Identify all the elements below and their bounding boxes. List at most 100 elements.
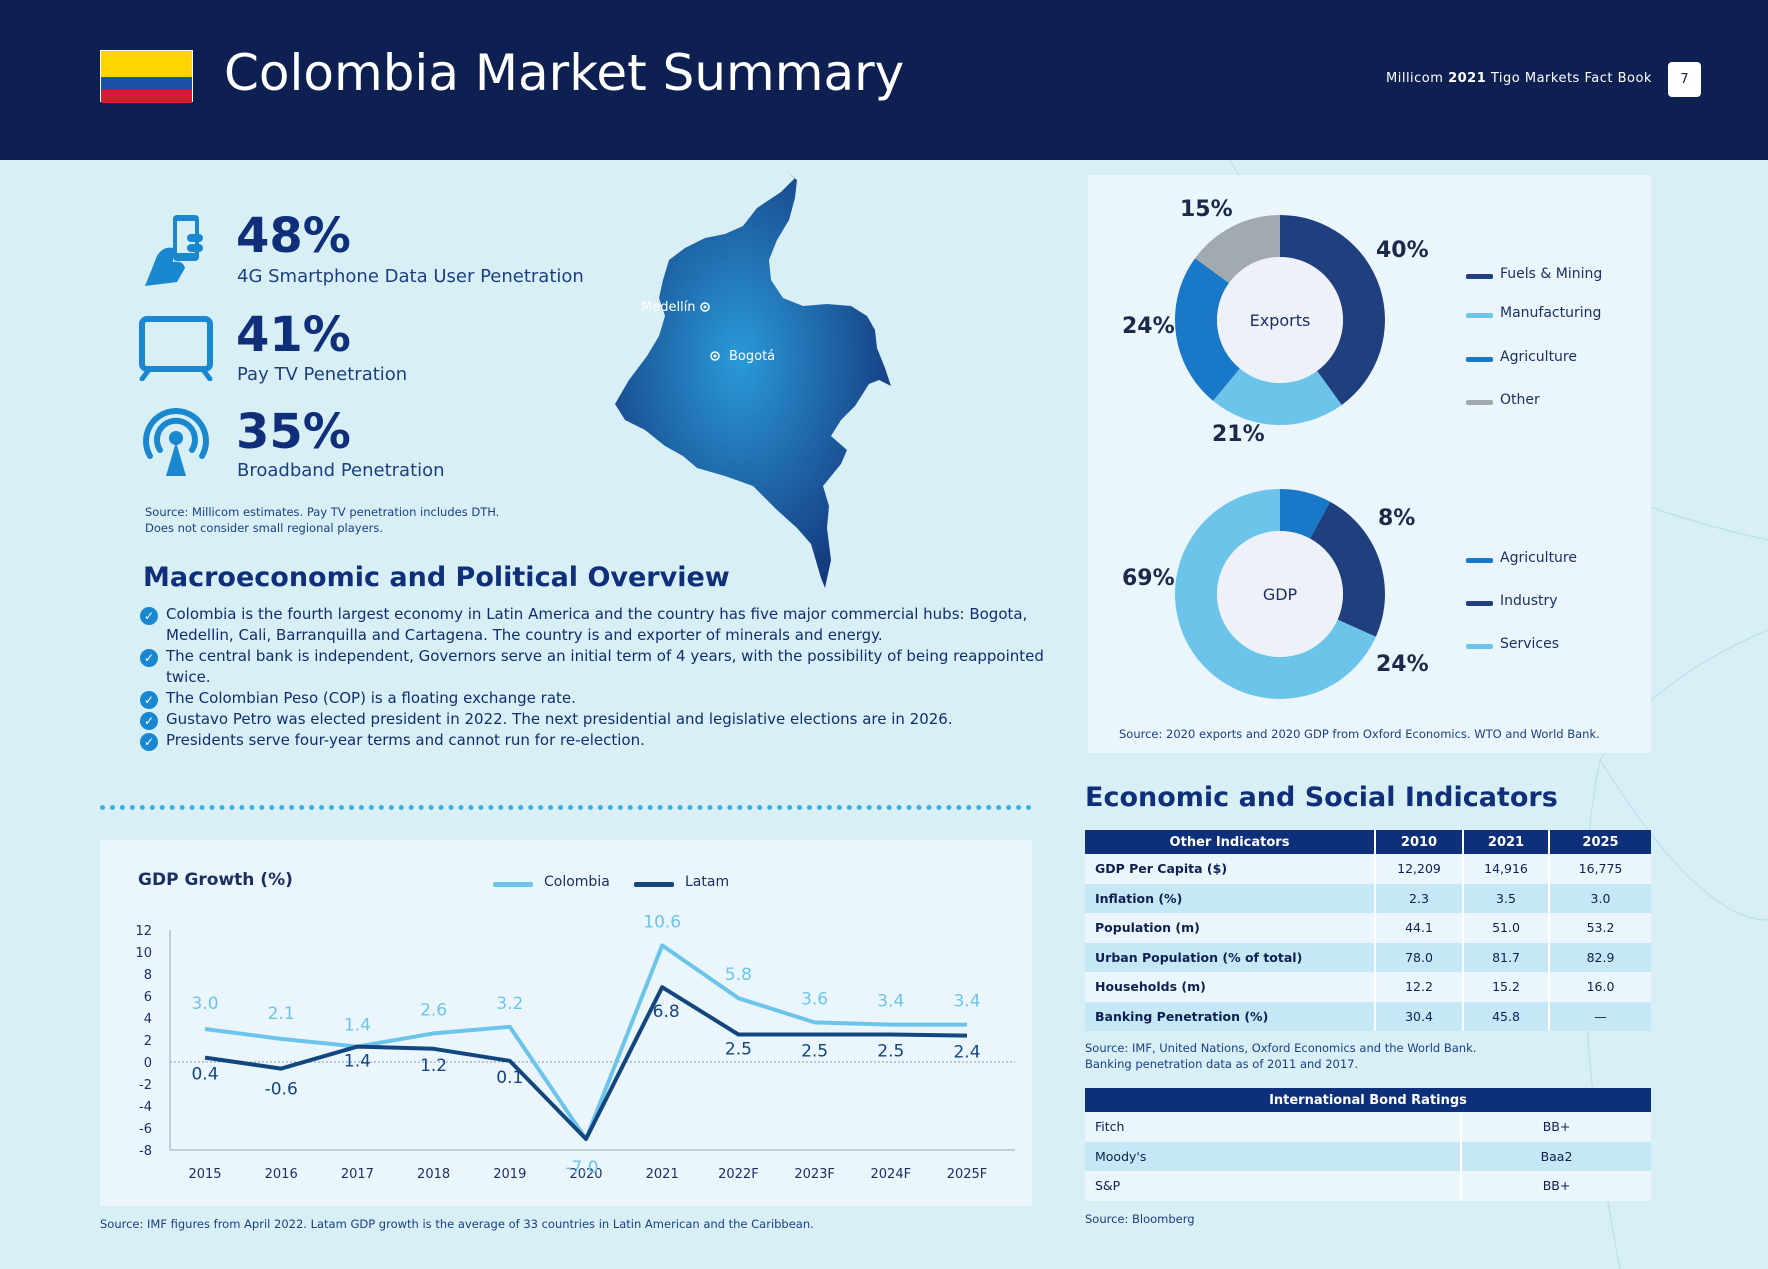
data-label-latam: 2.4 (953, 1043, 980, 1063)
exports-donut-center-label: Exports (1250, 311, 1311, 330)
table-row: S&P BB+ (1085, 1171, 1651, 1201)
exports-label-manufacturing: 21% (1212, 422, 1265, 447)
legend-swatch-manufacturing (1466, 313, 1493, 318)
indicators-title: Economic and Social Indicators (1085, 782, 1558, 813)
table-header-row: Other Indicators 2010 2021 2025 (1085, 830, 1651, 854)
list-item: ✓ Colombia is the fourth largest economy … (140, 604, 1060, 646)
donut-slice-services (1175, 489, 1376, 699)
y-tick-label: -6 (139, 1122, 152, 1137)
gdp-label-agriculture: 8% (1378, 506, 1416, 531)
dotted-divider (100, 805, 1032, 810)
kpi-value-paytv: 41% (236, 307, 351, 363)
data-label-latam: 2.5 (725, 1040, 752, 1060)
header-bar: Colombia Market Summary Millicom 2021 Ti… (0, 0, 1768, 160)
legend-swatch-colombia (493, 882, 533, 887)
macro-title: Macroeconomic and Political Overview (143, 562, 730, 593)
x-tick-label: 2018 (417, 1167, 450, 1182)
donut-hole (1217, 531, 1343, 657)
data-label-latam: 2.5 (801, 1042, 828, 1062)
exports-label-agriculture: 24% (1122, 314, 1175, 339)
gdp-label-services: 69% (1122, 566, 1175, 591)
x-tick-label: 2020 (569, 1167, 602, 1182)
table-row: GDP Per Capita ($) 12,209 14,916 16,775 (1085, 854, 1651, 884)
x-tick-label: 2023F (794, 1167, 835, 1182)
x-tick-label: 2021 (646, 1167, 679, 1182)
data-label-colombia: 3.4 (953, 992, 980, 1012)
data-label-latam: 0.1 (496, 1068, 523, 1088)
checkmark-icon: ✓ (140, 649, 158, 667)
bonds-source: Source: Bloomberg (1085, 1212, 1195, 1226)
data-label-colombia: 3.6 (801, 989, 828, 1009)
y-tick-label: 8 (144, 968, 152, 983)
checkmark-icon: ✓ (140, 712, 158, 730)
kpi-label-paytv: Pay TV Penetration (237, 364, 408, 385)
column-header: International Bond Ratings (1085, 1088, 1651, 1112)
legend-swatch-latam (634, 882, 674, 887)
checkmark-icon: ✓ (140, 607, 158, 625)
legend-label-latam: Latam (685, 874, 730, 890)
legend-swatch-agriculture-gdp (1466, 558, 1493, 563)
legend-label-colombia: Colombia (544, 874, 610, 890)
column-header: 2010 (1375, 830, 1464, 854)
table-row: Moody's Baa2 (1085, 1141, 1651, 1171)
data-label-colombia: 10.6 (643, 912, 681, 932)
x-tick-label: 2025F (947, 1167, 988, 1182)
kpi-source: Source: Millicom estimates. Pay TV penet… (145, 505, 500, 535)
series-line-latam (204, 985, 968, 1141)
table-row: Households (m) 12.2 15.2 16.0 (1085, 972, 1651, 1002)
data-label-colombia: 3.2 (496, 994, 523, 1014)
gdp-growth-title: GDP Growth (%) (138, 870, 293, 890)
legend-label-manufacturing: Manufacturing (1500, 305, 1602, 321)
table-row: Urban Population (% of total) 78.0 81.7 82.… (1085, 942, 1651, 972)
donut-slice-other (1195, 215, 1280, 283)
list-item: ✓ Presidents serve four-year terms and ca… (140, 730, 1060, 751)
y-tick-label: 0 (144, 1056, 152, 1071)
data-label-latam: 0.4 (191, 1065, 218, 1085)
city-label-medellin: Medellín (641, 300, 696, 315)
column-header: Other Indicators (1085, 830, 1376, 854)
checkmark-icon: ✓ (140, 691, 158, 709)
table-row: Inflation (%) 2.3 3.5 3.0 (1085, 883, 1651, 913)
legend-swatch-industry (1466, 601, 1493, 606)
x-tick-label: 2016 (265, 1167, 298, 1182)
donut-slice-fuels-mining (1280, 215, 1385, 405)
legend-label-fuels: Fuels & Mining (1500, 266, 1603, 282)
exports-label-fuels: 40% (1376, 238, 1429, 263)
y-tick-label: 2 (144, 1034, 152, 1049)
donut-slice-agriculture (1175, 258, 1240, 401)
table-row: Banking Penetration (%) 30.4 45.8— (1085, 1001, 1651, 1031)
data-label-latam: 1.2 (420, 1056, 447, 1076)
x-tick-label: 2022F (718, 1167, 759, 1182)
data-label-latam: -0.6 (265, 1080, 298, 1100)
y-tick-label: -8 (139, 1144, 152, 1159)
book-title: Millicom 2021 Tigo Markets Fact Book (1386, 71, 1652, 86)
city-label-bogota: Bogotá (729, 349, 775, 364)
donut-slice-agriculture (1280, 489, 1331, 539)
legend-label-other: Other (1500, 392, 1540, 408)
legend-label-services: Services (1500, 636, 1560, 652)
list-item: ✓ The central bank is independent, Govern… (140, 646, 1060, 688)
list-item: ✓ The Colombian Peso (COP) is a floating … (140, 688, 1060, 709)
gdp-label-industry: 24% (1376, 652, 1429, 677)
donut-hole (1217, 257, 1343, 383)
legend-swatch-other (1466, 400, 1493, 405)
legend-label-industry: Industry (1500, 593, 1558, 609)
list-item: ✓ Gustavo Petro was elected president in … (140, 709, 1060, 730)
legend-swatch-services (1466, 644, 1493, 649)
exports-label-other: 15% (1180, 197, 1233, 222)
legend-label-agriculture-exports: Agriculture (1500, 349, 1577, 365)
table-row: Population (m) 44.1 51.0 53.2 (1085, 913, 1651, 943)
data-label-colombia: 5.8 (725, 965, 752, 985)
x-tick-label: 2019 (493, 1167, 526, 1182)
donut-slice-manufacturing (1213, 368, 1342, 425)
data-label-colombia: 3.0 (191, 994, 218, 1014)
x-tick-label: 2015 (188, 1167, 221, 1182)
indicators-source: Source: IMF, United Nations, Oxford Econ… (1085, 1041, 1477, 1071)
data-label-latam: 6.8 (653, 1002, 680, 1022)
data-label-colombia: 2.1 (268, 1004, 295, 1024)
indicators-table: Other Indicators 2010 2021 2025 GDP Per … (1085, 830, 1651, 1031)
tv-icon (139, 316, 213, 381)
data-label-latam: 1.4 (344, 1052, 371, 1072)
kpi-value-4g: 48% (236, 208, 351, 264)
macro-bullet-list: ✓ Colombia is the fourth largest economy … (140, 604, 1060, 751)
